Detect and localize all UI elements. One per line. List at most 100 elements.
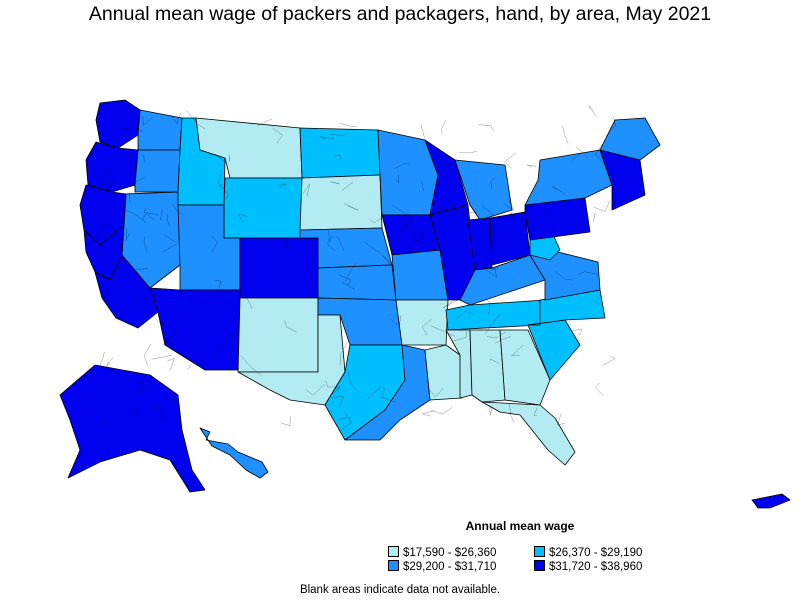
sub-area-boundary	[217, 174, 223, 189]
sub-area-boundary	[186, 110, 206, 130]
sub-area-boundary	[153, 404, 165, 420]
sub-area-boundary	[533, 407, 538, 416]
sub-area-boundary	[136, 381, 153, 390]
region-oregon-west	[85, 141, 139, 193]
sub-area-boundary	[506, 212, 515, 223]
sub-area-boundary	[96, 223, 107, 235]
sub-area-boundary	[421, 410, 435, 417]
sub-area-boundary	[438, 154, 453, 165]
sub-area-boundary	[555, 271, 574, 281]
region-pennsylvania	[524, 197, 591, 241]
legend-label-1: $26,370 - $29,190	[549, 547, 643, 559]
sub-area-boundary	[344, 263, 357, 282]
sub-area-boundary	[365, 242, 382, 254]
sub-area-boundary	[481, 205, 498, 223]
sub-area-boundary	[328, 133, 347, 136]
legend-swatch-0	[388, 546, 399, 557]
sub-area-boundary	[142, 116, 153, 126]
sub-area-boundary	[571, 328, 583, 336]
sub-area-boundary	[605, 116, 616, 137]
sub-area-boundary	[160, 209, 163, 221]
sub-area-boundary	[595, 382, 604, 397]
sub-area-boundary	[478, 124, 494, 132]
sub-area-boundary	[339, 341, 348, 366]
region-kansas	[317, 264, 397, 301]
region-colorado	[239, 237, 319, 299]
sub-area-boundary	[577, 271, 599, 276]
sub-area-boundary	[339, 275, 352, 286]
sub-area-boundary	[162, 397, 178, 402]
sub-area-boundary	[91, 168, 110, 182]
sub-area-boundary	[141, 212, 159, 220]
region-missouri	[391, 249, 449, 301]
sub-area-boundary	[421, 180, 424, 192]
sub-area-boundary	[143, 207, 156, 221]
legend-item-0: $17,590 - $26,360	[388, 546, 496, 560]
sub-area-boundary	[122, 126, 144, 133]
sub-area-boundary	[562, 126, 569, 144]
sub-area-boundary	[482, 267, 497, 278]
sub-area-boundary	[99, 416, 106, 427]
sub-area-boundary	[143, 236, 148, 254]
sub-area-boundary	[509, 402, 515, 423]
sub-area-boundary	[138, 388, 144, 396]
sub-area-boundary	[437, 199, 450, 213]
sub-area-boundary	[391, 204, 410, 217]
sub-area-boundary	[331, 395, 345, 408]
sub-area-boundary	[526, 164, 537, 168]
sub-area-boundary	[420, 125, 425, 138]
sub-area-boundary	[133, 268, 149, 275]
sub-area-boundary	[162, 337, 173, 351]
sub-area-boundary	[401, 212, 413, 221]
region-oregon-east	[134, 149, 181, 193]
sub-area-boundary	[431, 407, 453, 415]
region-arkansas	[395, 299, 449, 346]
sub-area-boundary	[441, 119, 447, 135]
sub-area-boundary	[401, 223, 418, 234]
sub-area-boundary	[328, 230, 331, 242]
region-arizona	[149, 287, 241, 371]
sub-area-boundary	[485, 299, 491, 315]
legend-label-3: $31,720 - $38,960	[549, 561, 643, 573]
sub-area-boundary	[129, 192, 131, 203]
sub-area-boundary	[495, 336, 511, 344]
legend-swatch-1	[534, 546, 545, 557]
region-georgia	[499, 329, 551, 406]
sub-area-boundary	[167, 214, 170, 227]
sub-area-boundary	[257, 118, 272, 127]
sub-area-boundary	[594, 300, 601, 306]
sub-area-boundary	[488, 405, 493, 416]
sub-area-boundary	[132, 406, 142, 417]
sub-area-boundary	[510, 345, 524, 357]
sub-area-boundary	[106, 357, 114, 367]
sub-area-boundary	[395, 174, 399, 184]
sub-area-boundary	[366, 386, 382, 400]
region-louisiana	[424, 344, 463, 401]
sub-area-boundary	[490, 358, 500, 364]
sub-area-boundary	[215, 280, 222, 292]
region-mississippi	[445, 329, 473, 399]
sub-area-boundary	[283, 239, 291, 250]
sub-area-boundary	[595, 143, 607, 168]
sub-area-boundary	[271, 127, 283, 144]
sub-area-boundary	[325, 380, 340, 388]
sub-area-boundary	[166, 325, 178, 344]
sub-area-boundary	[453, 331, 467, 342]
sub-area-boundary	[246, 297, 253, 309]
sub-area-boundary	[339, 122, 357, 127]
sub-area-boundary	[543, 210, 563, 221]
sub-area-boundary	[215, 346, 222, 358]
sub-area-boundary	[593, 213, 597, 222]
sub-area-boundary	[571, 147, 583, 161]
sub-area-boundary	[340, 411, 352, 431]
region-south-dakota	[299, 174, 383, 231]
sub-area-boundary	[228, 154, 231, 162]
sub-area-boundary	[394, 163, 410, 169]
sub-area-boundary	[98, 244, 102, 266]
region-wyoming	[223, 177, 303, 239]
sub-area-boundary	[461, 212, 477, 214]
region-florida	[481, 401, 576, 466]
region-washington-coast	[95, 99, 141, 149]
sub-area-boundary	[602, 355, 616, 366]
sub-area-boundary	[412, 236, 422, 243]
